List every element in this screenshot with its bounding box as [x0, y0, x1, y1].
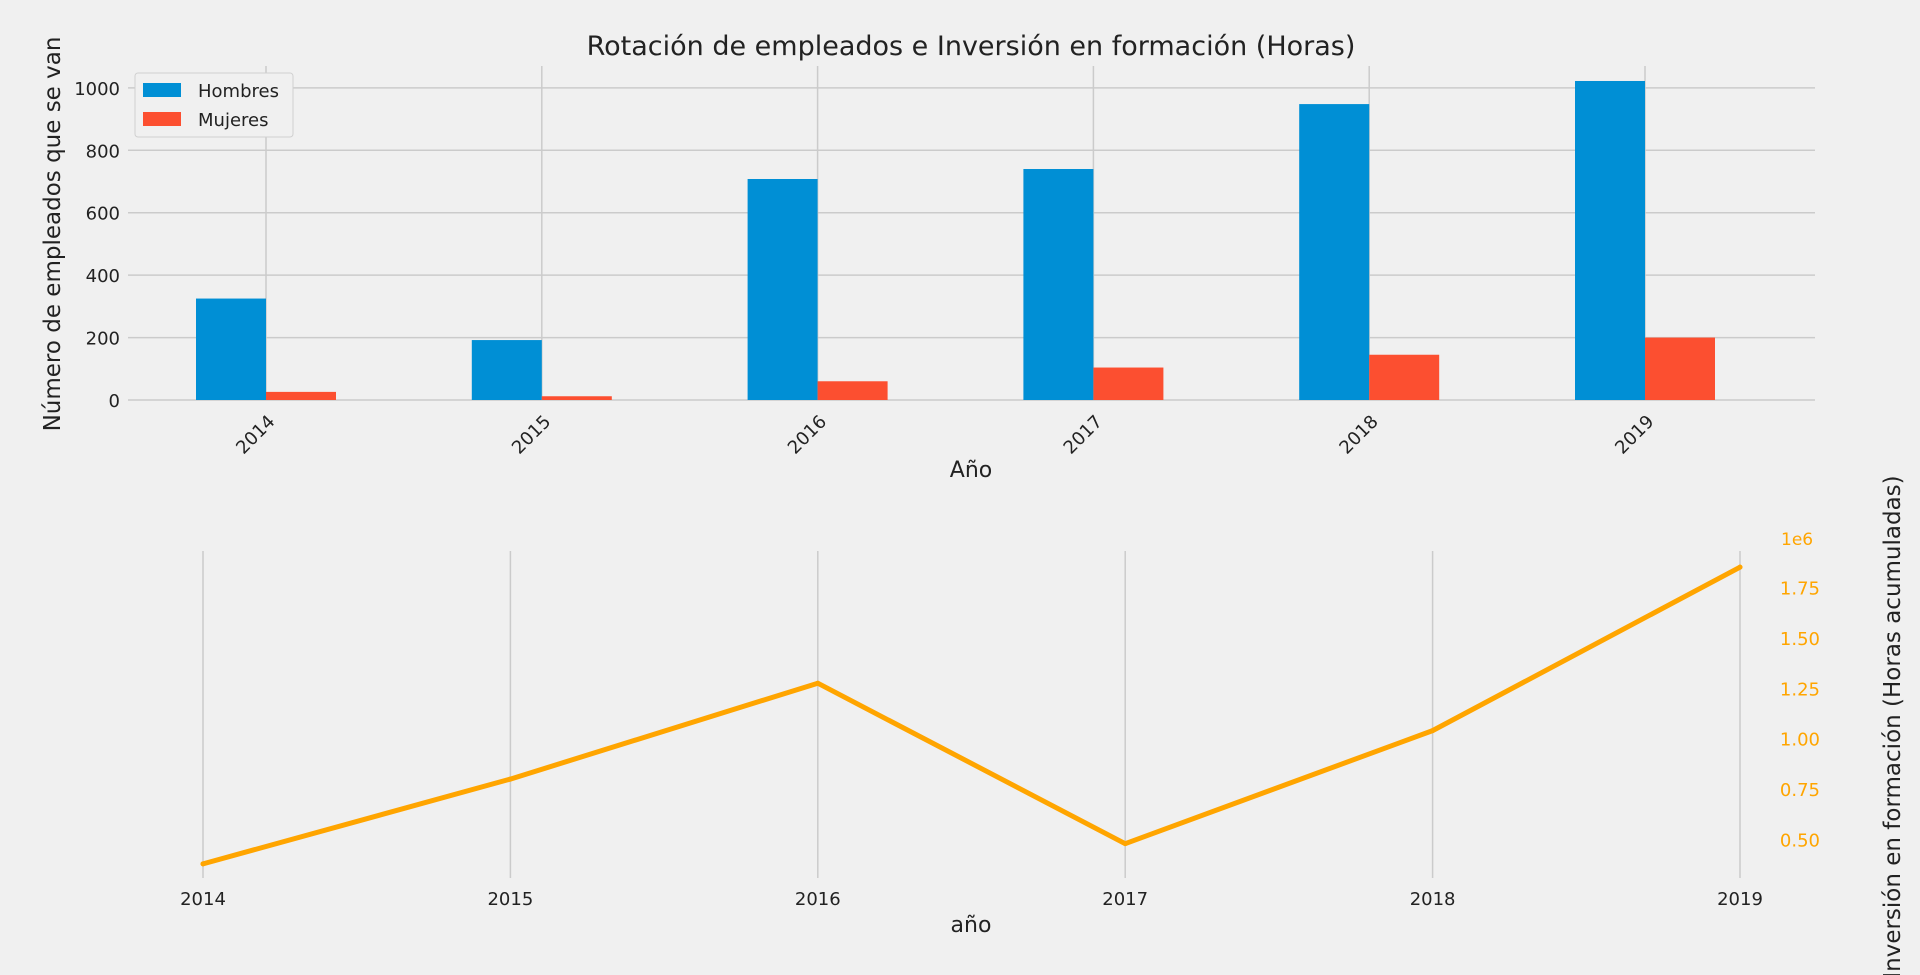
bottom-x-tick-label: 2019 — [1717, 889, 1763, 910]
legend: Hombres Mujeres — [134, 72, 294, 138]
top-tick-labels: 0 200 400 600 800 1000 2014 2015 2016 2017 2018 201… — [74, 79, 1658, 459]
legend-swatch-hombres — [143, 83, 181, 97]
top-x-tick-label: 2016 — [784, 411, 831, 458]
bottom-x-tick-label: 2014 — [180, 889, 226, 910]
bottom-y-tick-label: 1.75 — [1780, 578, 1820, 599]
investment-point-2018 — [1430, 728, 1436, 734]
top-y-tick-label: 0 — [109, 391, 120, 412]
top-x-tick-label: 2017 — [1060, 411, 1107, 458]
legend-label-mujeres: Mujeres — [198, 110, 268, 131]
top-y-tick-label: 1000 — [74, 79, 120, 100]
investment-point-2016 — [815, 680, 821, 686]
top-x-tick-label: 2014 — [232, 411, 279, 458]
top-y-tick-label: 600 — [86, 204, 120, 225]
chart-title: Rotación de empleados e Inversión en for… — [587, 31, 1356, 62]
bottom-y-offset-label: 1e6 — [1781, 530, 1813, 550]
legend-swatch-mujeres — [143, 112, 181, 126]
bottom-y-tick-label: 1.25 — [1780, 679, 1820, 700]
top-y-axis-label: Número de empleados que se van — [40, 37, 66, 432]
bar-mujeres-2015 — [541, 396, 612, 400]
legend-label-hombres: Hombres — [198, 81, 279, 102]
bar-hombres-2015 — [471, 340, 542, 400]
top-y-tick-label: 800 — [86, 141, 120, 162]
bottom-y-tick-label: 1.50 — [1780, 629, 1820, 650]
top-x-tick-label: 2018 — [1335, 411, 1382, 458]
bar-hombres-2016 — [747, 178, 818, 400]
investment-point-2017 — [1122, 841, 1128, 847]
bar-hombres-2017 — [1023, 169, 1094, 400]
top-y-tick-label: 200 — [86, 329, 120, 350]
bar-mujeres-2017 — [1093, 367, 1164, 400]
bar-mujeres-2014 — [266, 391, 336, 400]
bottom-tick-labels: 2014 2015 2016 2017 2018 2019 0.50 0.75 1.00 1.25… — [180, 578, 1820, 910]
top-gridlines — [128, 66, 1815, 401]
bottom-y-tick-label: 1.00 — [1780, 730, 1820, 751]
bottom-y-axis-label: Inversión en formación (Horas acumuladas… — [1880, 475, 1906, 975]
top-bars — [196, 80, 1715, 400]
top-x-tick-label: 2015 — [508, 411, 555, 458]
bottom-y-tick-label: 0.75 — [1780, 780, 1820, 801]
top-y-tick-label: 400 — [86, 266, 120, 287]
investment-point-2015 — [507, 776, 513, 782]
investment-point-2014 — [200, 861, 206, 867]
bar-hombres-2018 — [1299, 104, 1370, 400]
bar-mujeres-2016 — [817, 381, 888, 400]
bottom-x-tick-label: 2017 — [1102, 889, 1148, 910]
bottom-x-axis-label: año — [951, 913, 992, 938]
bottom-gridlines — [202, 551, 1741, 878]
bar-mujeres-2018 — [1369, 354, 1440, 400]
investment-line — [200, 564, 1743, 867]
bottom-x-tick-label: 2016 — [795, 889, 841, 910]
training-investment-line-chart: 2014 2015 2016 2017 2018 2019 0.50 0.75 1.00 1.25… — [180, 475, 1906, 975]
bottom-x-tick-label: 2018 — [1410, 889, 1456, 910]
turnover-bar-chart: 0 200 400 600 800 1000 2014 2015 2016 2017 2018 201… — [40, 37, 1815, 483]
investment-point-2019 — [1737, 564, 1743, 570]
bar-hombres-2014 — [196, 298, 266, 400]
bottom-x-tick-label: 2015 — [487, 889, 533, 910]
bar-mujeres-2019 — [1645, 337, 1715, 400]
bottom-y-tick-label: 0.50 — [1780, 831, 1820, 852]
bar-hombres-2019 — [1575, 80, 1645, 400]
top-x-axis-label: Año — [950, 458, 992, 483]
top-x-tick-label: 2019 — [1611, 411, 1658, 458]
